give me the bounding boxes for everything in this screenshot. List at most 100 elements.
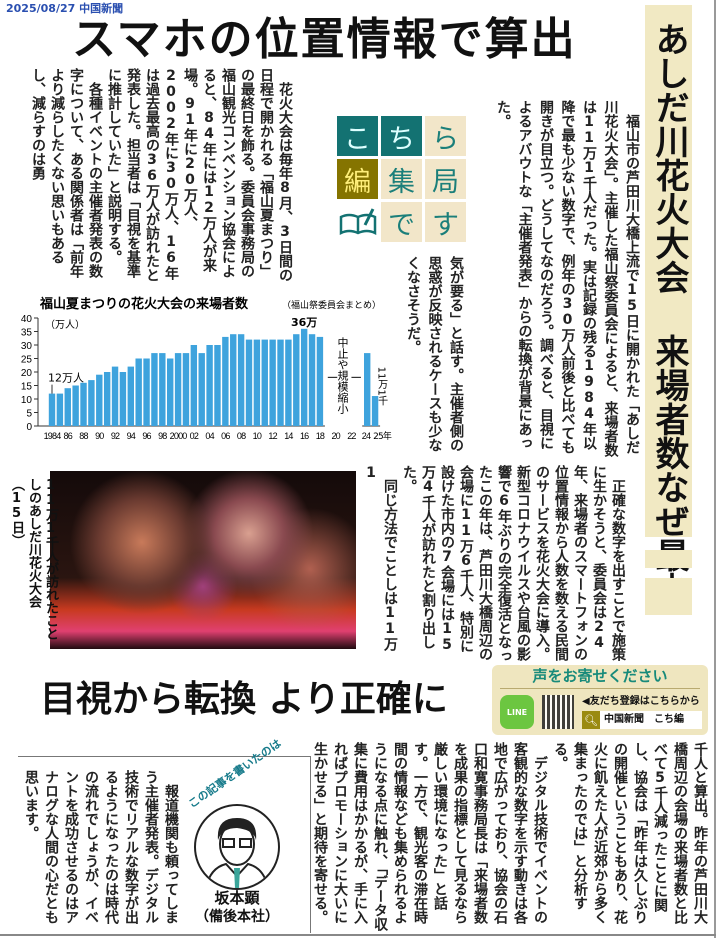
- bar-1994: [127, 366, 134, 426]
- annotation-first: 12万人: [48, 372, 84, 385]
- x-tick-label: 16: [300, 431, 309, 441]
- divider: [500, 688, 700, 689]
- search-field[interactable]: 🔍︎ 中国新聞 こち編: [582, 711, 702, 729]
- bar-1990: [96, 374, 103, 426]
- search-text: 中国新聞 こち編: [604, 714, 684, 725]
- x-tick-label: 98: [158, 431, 167, 441]
- bar-2016: [300, 328, 308, 426]
- bar-2003: [198, 353, 205, 426]
- side-headline: あしだ川花火大会 来場者数なぜ最少: [649, 22, 689, 606]
- bar-2007: [230, 334, 237, 426]
- line-contact-box: 声をお寄せください LINE ◀友だち登録はこちらから 🔍︎ 中国新聞 こち編: [492, 665, 708, 735]
- x-tick-label: 20: [331, 431, 340, 441]
- y-tick-label: 10: [21, 395, 33, 406]
- x-tick-label: 2000: [170, 431, 188, 441]
- article-intro: 福山市の芦田川大橋上流で15日に開かれた「あしだ川花火大会」。主催した福山祭委員…: [495, 100, 640, 457]
- article-paragraph: 花火大会は毎年8月、3日間の日程で開かれる「福山夏まつり」の最終日を飾る。委員会…: [30, 68, 293, 282]
- x-tick-label: 90: [95, 431, 104, 441]
- author-avatar: [194, 804, 280, 890]
- bar-2024: [364, 353, 371, 426]
- bar-1991: [103, 372, 111, 426]
- x-tick-label: 04: [205, 431, 214, 441]
- article-paragraph: 正確な数字を出すことで施策に生かそうと、委員会は24年、来場者のスマートフォンの…: [363, 465, 626, 663]
- open-book-pen-icon: [337, 202, 378, 242]
- bar-1997: [151, 353, 158, 426]
- x-tick-label: 10: [253, 431, 262, 441]
- x-tick-label: 1984: [44, 431, 62, 441]
- attendance-bar-chart: 福山夏まつりの花火大会の来場者数 （福山祭委員会まとめ） （万人） 0 5 10 15…: [21, 296, 392, 442]
- decor-box: [645, 578, 692, 615]
- bar-2008: [237, 334, 245, 426]
- author-note: 報道機関も頼ってしまう主催者発表。デジタル技術でリアルな数字が出るようになったの…: [23, 770, 179, 924]
- x-tick-label: 22: [347, 431, 356, 441]
- logo-cell: で: [381, 202, 422, 242]
- bar-1987: [72, 385, 79, 426]
- fireworks-photo: [50, 471, 356, 649]
- author-box: [18, 756, 311, 933]
- bar-1998: [159, 353, 166, 426]
- x-tick-label: 25年: [373, 430, 392, 442]
- y-tick-label: 40: [21, 314, 33, 325]
- x-tick-label: 94: [127, 431, 136, 441]
- author-name: 坂本顕: [214, 889, 260, 907]
- y-tick-label: 20: [21, 368, 33, 379]
- x-tick-label: 96: [142, 431, 151, 441]
- x-tick-label: 12: [268, 431, 277, 441]
- article-paragraph: 気が要る」と話す。主催者側の思惑が反映されるケースも少なくなさそうだ。: [405, 256, 464, 452]
- main-headline: スマホの位置情報で算出: [72, 14, 577, 65]
- logo-cell: 編: [337, 159, 378, 199]
- line-app-icon[interactable]: LINE: [500, 695, 534, 729]
- x-tick-label: 86: [64, 431, 73, 441]
- register-text: ◀友だち登録はこちらから: [582, 696, 700, 707]
- kochira-henshukyoku-logo: こ ち ら 編 集 局 で す: [337, 116, 467, 244]
- y-axis-unit: （万人）: [45, 319, 85, 331]
- y-tick-label: 30: [21, 341, 33, 352]
- annotation-gap: 中止や規模縮小: [336, 336, 349, 414]
- bar-2001: [182, 353, 190, 426]
- bar-2013: [277, 339, 284, 426]
- bar-2004: [206, 345, 213, 426]
- decor-box: [645, 550, 692, 568]
- x-tick-label: 14: [284, 431, 293, 441]
- bar-1989: [88, 380, 95, 426]
- logo-cell: こ: [337, 116, 378, 156]
- chart-title: 福山夏まつりの花火大会の来場者数: [39, 296, 249, 312]
- author-office: （備後本社）: [195, 909, 279, 925]
- bar-2006: [222, 336, 229, 426]
- divider: [0, 934, 716, 936]
- annotation-latest: 11万1千: [376, 367, 388, 407]
- bar-1992: [111, 366, 119, 426]
- x-tick-label: 92: [111, 431, 120, 441]
- side-headline-band: [645, 5, 692, 537]
- bar-2010: [253, 339, 261, 426]
- bar-2000: [174, 353, 182, 426]
- bar-2025: [371, 396, 379, 426]
- y-tick-label: 5: [26, 409, 32, 420]
- bar-2009: [245, 339, 253, 426]
- chart-source: （福山祭委員会まとめ）: [282, 299, 381, 311]
- bar-1996: [143, 358, 150, 426]
- line-box-title: 声をお寄せください: [532, 667, 668, 685]
- bar-1993: [119, 372, 127, 426]
- qr-code[interactable]: [542, 695, 574, 729]
- bar-2018: [316, 336, 324, 426]
- bar-1999: [167, 358, 174, 426]
- y-tick-label: 25: [21, 355, 33, 366]
- logo-cell: 集: [381, 159, 422, 199]
- bar-2015: [293, 334, 300, 426]
- x-tick-label: 08: [237, 431, 246, 441]
- bar-1988: [80, 382, 87, 426]
- article-paragraph: 千人と算出。昨年の芦田川大橋周辺の会場の来場者数と比べて5千人減ったことに関し、…: [312, 742, 708, 931]
- bar-1984: [48, 393, 56, 426]
- x-tick-label: 24: [362, 431, 371, 441]
- logo-cell: ら: [425, 116, 466, 156]
- subheadline: 目視から転換 より正確に: [40, 679, 448, 720]
- bar-1985: [56, 393, 64, 426]
- x-tick-label: 18: [316, 431, 325, 441]
- dateline: 2025/08/27 中国新聞: [6, 2, 124, 15]
- bar-2002: [190, 345, 198, 426]
- y-tick-label: 15: [21, 382, 33, 393]
- y-tick-label: 0: [26, 422, 32, 433]
- bar-2011: [261, 339, 268, 426]
- logo-cell: ち: [381, 116, 422, 156]
